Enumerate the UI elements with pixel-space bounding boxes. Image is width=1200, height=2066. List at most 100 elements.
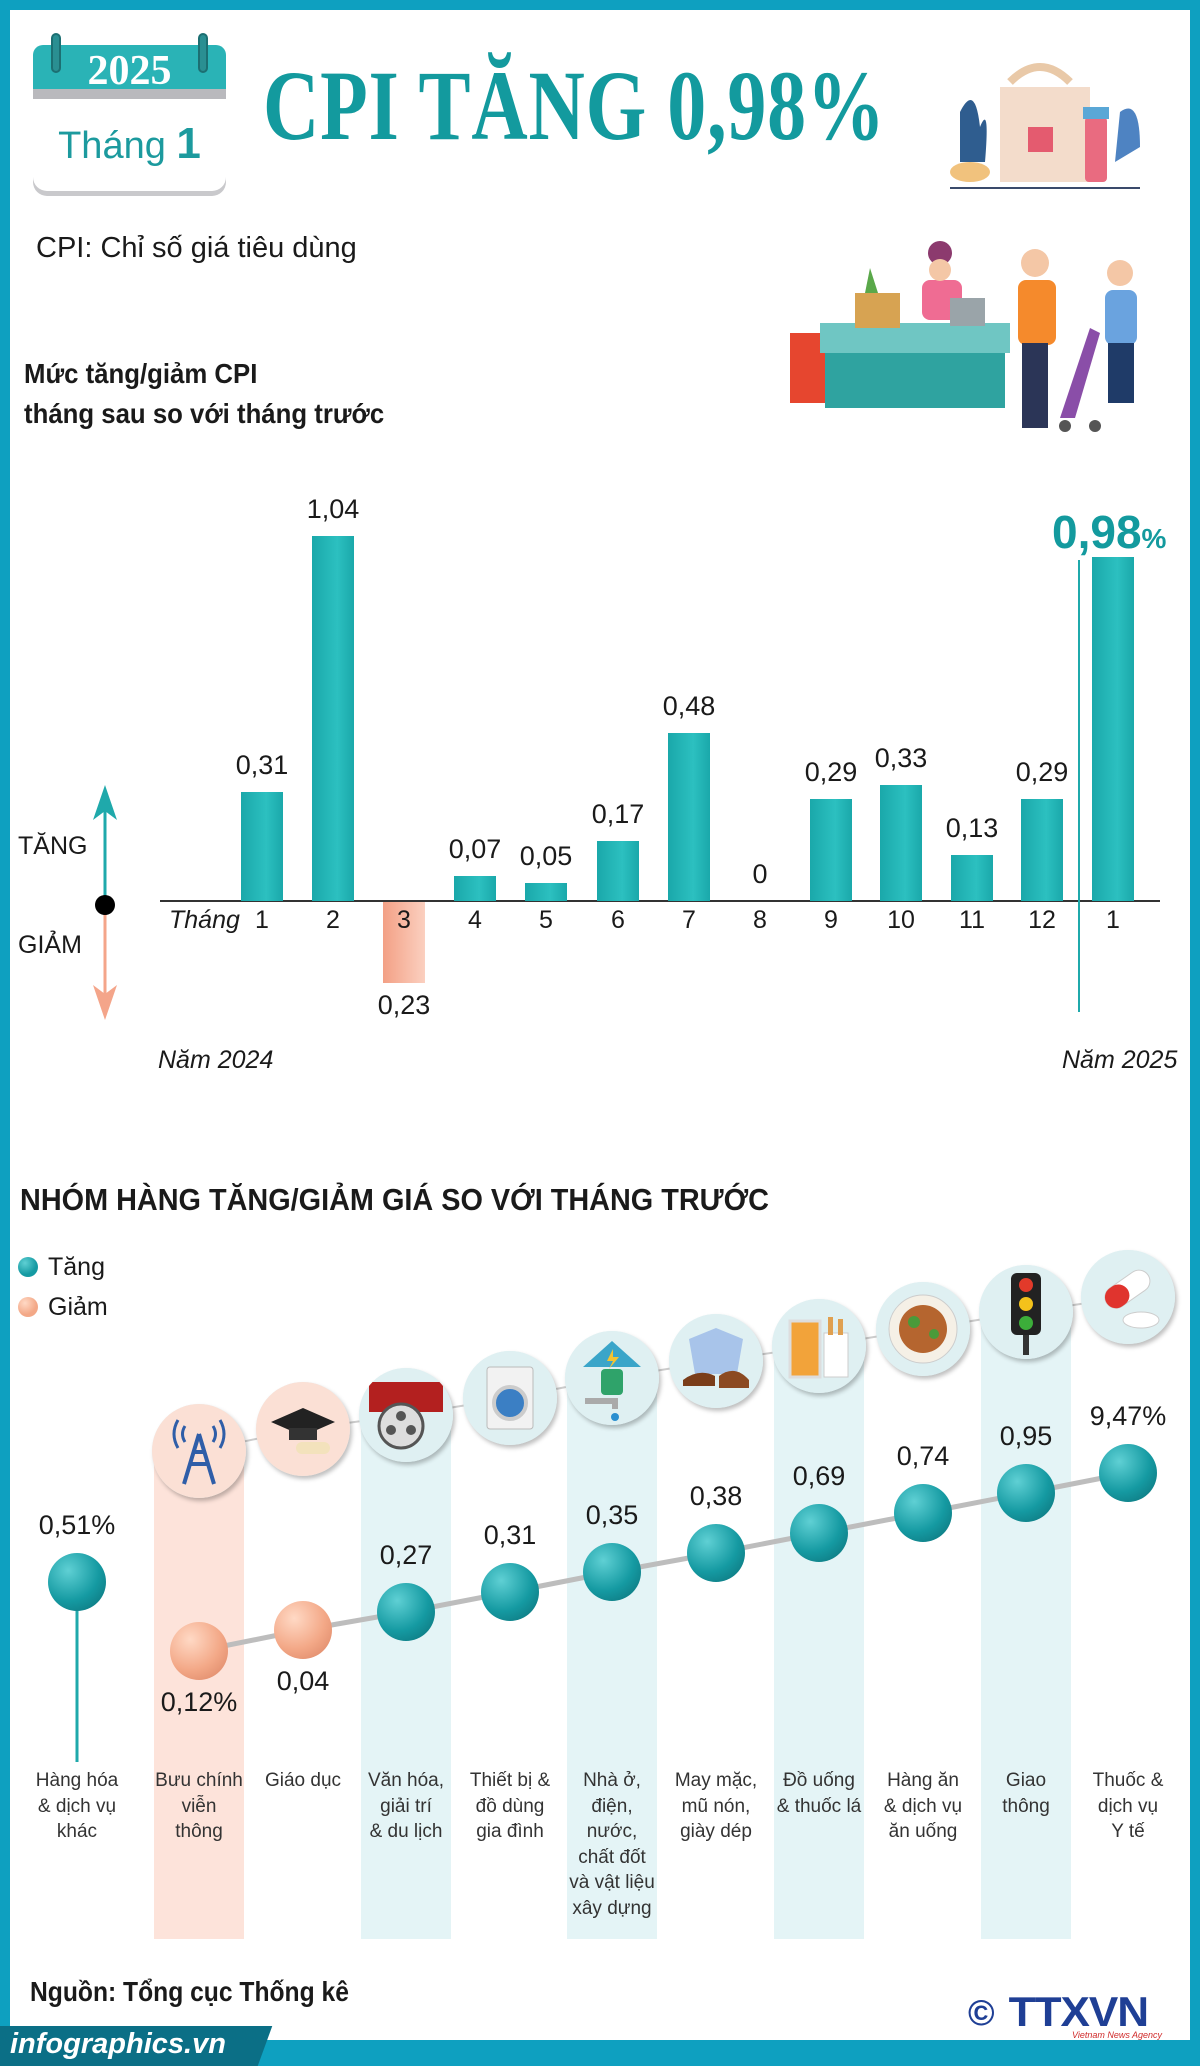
ttxvn-logo: © TTXVN Vietnam News Agency <box>968 1988 1178 2040</box>
value-ball-increase <box>687 1524 745 1582</box>
category-label: Nhà ở, điện, nước, chất đốt và vật liệu … <box>569 1770 655 1919</box>
bar-month-7 <box>668 732 710 901</box>
cashier-illustration <box>790 241 1137 432</box>
calendar-header <box>33 45 226 89</box>
bar-value-label: 0,07 <box>448 834 502 865</box>
bar-month-3 <box>383 902 425 983</box>
value-ball-increase <box>790 1504 848 1562</box>
bar-value-label: 0,29 <box>804 757 858 788</box>
value-ball-increase <box>481 1563 539 1621</box>
group-value-label: 0,35 <box>585 1500 639 1530</box>
group-value-label: 0,31 <box>483 1520 537 1550</box>
bar-month-2 <box>312 535 354 901</box>
group-value-label: 9,47% <box>1089 1401 1167 1431</box>
calendar-ring-icon <box>198 33 208 73</box>
value-ball-decrease <box>274 1601 332 1659</box>
group-value-label: 0,27 <box>379 1540 433 1570</box>
trend-connector <box>75 1296 1129 1762</box>
bar-month-1 <box>241 792 283 901</box>
group-value-label: 0,12% <box>160 1687 238 1717</box>
bar-value-label: 0 <box>752 859 768 889</box>
category-label: Đồ uống & thuốc lá <box>776 1770 862 1817</box>
value-ball-increase <box>894 1484 952 1542</box>
calendar-year: 2025 <box>87 48 172 94</box>
bar-value-label: 0,33 <box>874 743 928 774</box>
copyright-symbol: © <box>968 1992 995 2033</box>
increase-label: TĂNG <box>18 832 88 860</box>
cpi-definition: CPI: Chỉ số giá tiêu dùng <box>36 232 357 264</box>
graduation-cap-icon <box>256 1382 350 1476</box>
drink-cigarette-icon <box>772 1299 866 1393</box>
value-ball-decrease <box>170 1622 228 1680</box>
page-title: CPI TĂNG 0,98% <box>263 50 886 161</box>
bar-month-10 <box>880 785 922 901</box>
bar-value-label: 0,31 <box>235 750 289 781</box>
month-axis-label: Tháng <box>169 906 240 934</box>
value-ball-increase <box>1099 1444 1157 1502</box>
bar-value-label: 0,13 <box>945 813 999 844</box>
category-highlight-band <box>567 1378 657 1939</box>
house-plug-icon <box>565 1331 659 1425</box>
site-link[interactable]: infographics.vn <box>10 2028 226 2060</box>
month-tick-label: 1 <box>255 906 269 934</box>
shirt-shoe-icon <box>669 1314 763 1408</box>
chart-baseline <box>160 900 1160 902</box>
source-text: Nguồn: Tổng cục Thống kê <box>30 1976 349 2007</box>
year-divider-line <box>1078 560 1080 1012</box>
legend-increase-dot-icon <box>18 1257 38 1277</box>
bar-value-label: 0,48 <box>662 690 716 721</box>
year-label-2025: Năm 2025 <box>1062 1046 1178 1074</box>
category-label: Giao thông <box>1002 1770 1050 1817</box>
medicine-pill-icon <box>1081 1250 1175 1344</box>
month-tick-label: 5 <box>539 906 553 934</box>
group-value-label: 0,04 <box>276 1666 330 1696</box>
calendar-month: Tháng 1 <box>33 119 226 169</box>
category-label: Giáo dục <box>264 1770 342 1791</box>
group-value-label: 0,69 <box>792 1461 846 1491</box>
month-tick-label: 11 <box>959 906 985 934</box>
month-tick-label: 6 <box>611 906 625 934</box>
month-tick-label: 10 <box>887 906 915 934</box>
connector-line <box>198 1470 1129 1654</box>
food-bowl-icon <box>876 1282 970 1376</box>
bar-month-6 <box>597 841 639 901</box>
chart-subtitle-line-1: Mức tăng/giảm CPI <box>24 358 258 389</box>
calendar-badge: 2025 Tháng 1 <box>33 33 226 191</box>
month-tick-label: 8 <box>753 906 767 934</box>
category-label: Thiết bị & đồ dùng gia đình <box>469 1770 551 1842</box>
year-label-2024: Năm 2024 <box>158 1046 274 1074</box>
highlight-value-label: 0,98% <box>1052 505 1166 559</box>
bar-value-label: 0,17 <box>591 799 645 830</box>
highlight-value: 0,98 <box>1052 506 1142 558</box>
cell-tower-icon <box>152 1404 246 1498</box>
value-ball-increase <box>48 1553 106 1611</box>
logo-text: TTXVN <box>1008 1988 1149 2035</box>
chart-subtitle-line-2: tháng sau so với tháng trước <box>24 398 385 429</box>
bar-value-label: 0,29 <box>1015 757 1069 788</box>
category-label: Văn hóa, giải trí & du lịch <box>367 1770 445 1842</box>
bar-value-label: 0,05 <box>519 841 573 872</box>
washing-machine-icon <box>463 1351 557 1445</box>
category-highlight-band <box>774 1346 864 1939</box>
category-highlight-band <box>981 1312 1071 1939</box>
bar-month-11 <box>951 855 993 901</box>
value-ball-increase <box>997 1464 1055 1522</box>
group-price-chart: 0,51% Hàng hóa & dịch vụ khác 0,12% Bưu chí… <box>35 1250 1175 1939</box>
month-tick-label: 9 <box>824 906 838 934</box>
category-label: Hàng ăn & dịch vụ ăn uống <box>883 1770 963 1842</box>
category-label: Thuốc & dịch vụ Y tế <box>1092 1770 1164 1842</box>
calendar-month-label: Tháng <box>58 125 166 167</box>
category-label: May mặc, mũ nón, giày dép <box>674 1770 758 1842</box>
category-label: Hàng hóa & dịch vụ khác <box>35 1770 119 1842</box>
calendar-ring-icon <box>51 33 61 73</box>
month-tick-label: 7 <box>682 906 696 934</box>
legend-increase-label: Tăng <box>48 1253 105 1281</box>
bar-month-12 <box>1021 799 1063 901</box>
group-value-label: 0,74 <box>896 1441 950 1471</box>
bar-month-9 <box>810 799 852 901</box>
group-value-label: 0,38 <box>689 1481 743 1511</box>
category-highlight-band <box>361 1415 451 1939</box>
icon-connector-line <box>198 1296 1129 1452</box>
month-tick-label: 4 <box>468 906 482 934</box>
